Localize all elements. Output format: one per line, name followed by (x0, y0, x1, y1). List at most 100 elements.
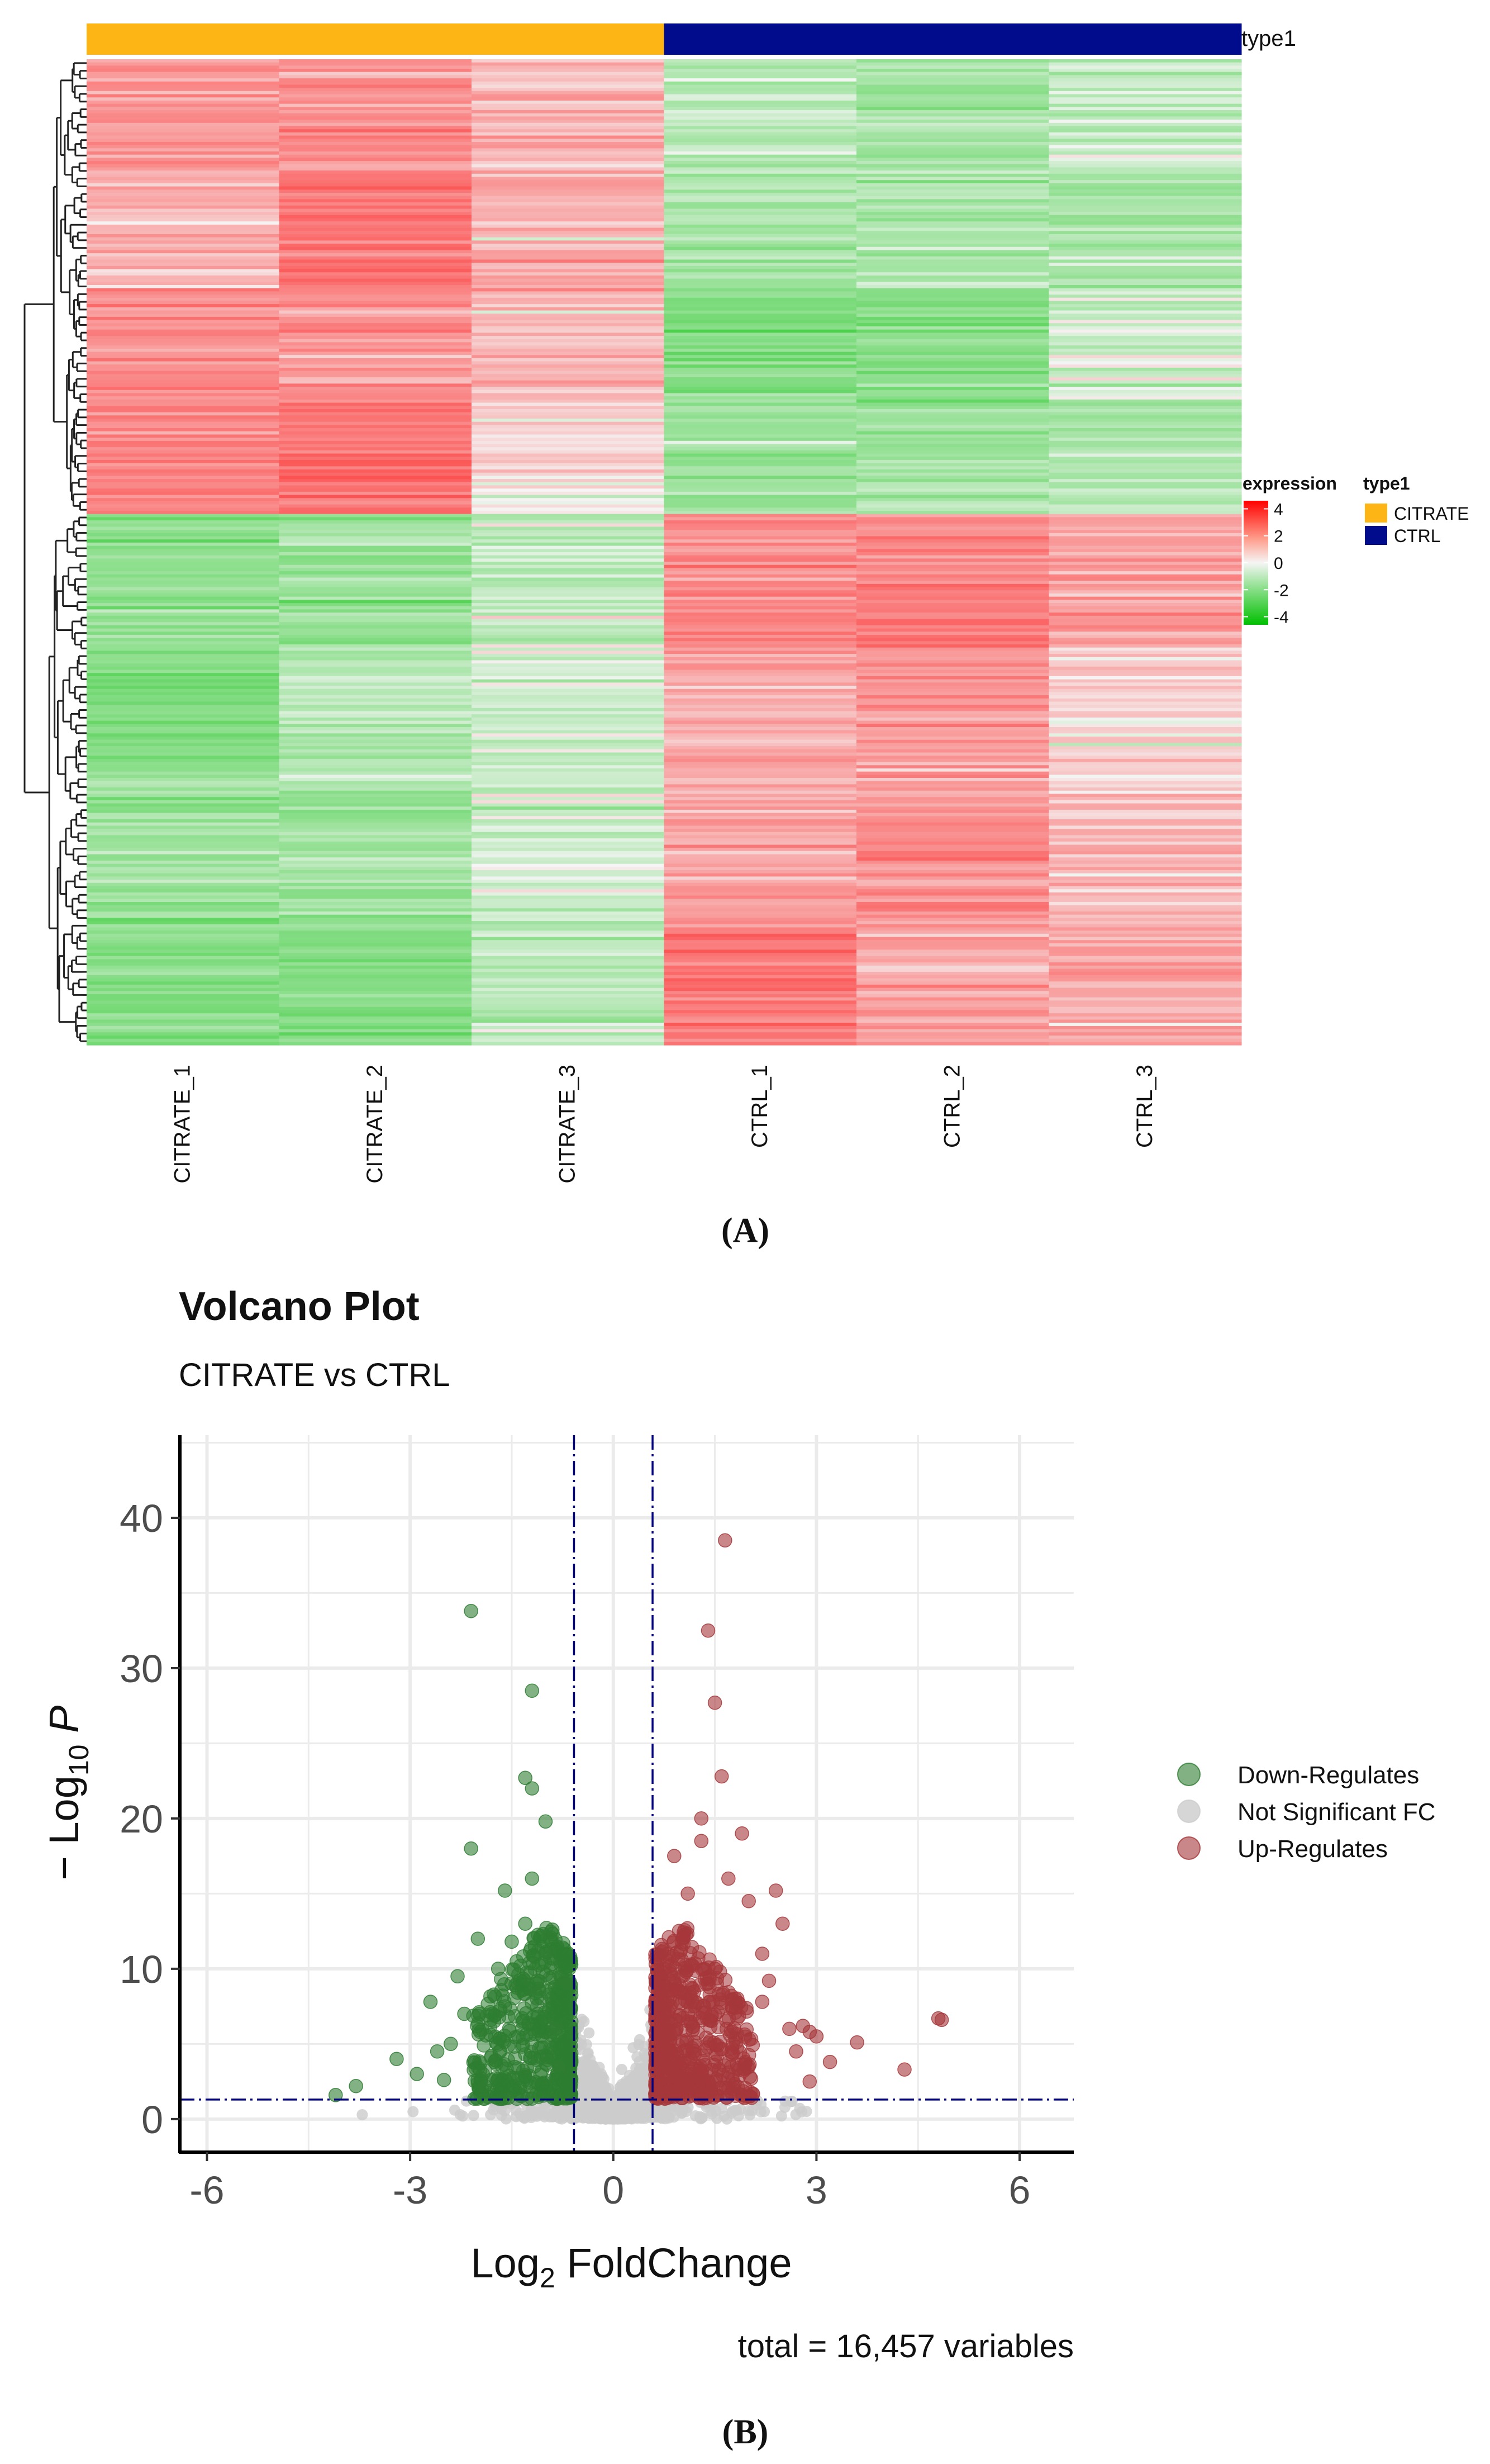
heatmap-cell (1049, 406, 1242, 409)
point-up-regulated (727, 2021, 741, 2035)
heatmap-cell (87, 908, 279, 911)
heatmap-cell (87, 953, 279, 956)
heatmap-cell (664, 813, 857, 816)
heatmap-cell (856, 908, 1049, 911)
heatmap-cell (279, 72, 472, 75)
heatmap-cell (856, 825, 1049, 829)
heatmap-cell (1049, 377, 1242, 381)
heatmap-cell (1049, 507, 1242, 511)
heatmap-cell (87, 609, 279, 613)
heatmap-cell (279, 317, 472, 320)
heatmap-cell (87, 752, 279, 756)
heatmap-cell (472, 450, 664, 454)
heatmap-cell (1049, 848, 1242, 851)
heatmap-cell (1049, 88, 1242, 91)
heatmap-cell (279, 838, 472, 842)
heatmap-cell (856, 1036, 1049, 1039)
heatmap-cell (664, 263, 857, 266)
heatmap-cell (279, 943, 472, 947)
heatmap-cell (856, 196, 1049, 200)
heatmap-cell (279, 476, 472, 479)
heatmap-cell (856, 450, 1049, 454)
heatmap-cell (856, 419, 1049, 422)
heatmap-cell (279, 339, 472, 343)
legend-marker-not-significant-fc (1178, 1800, 1200, 1822)
heatmap-cell (87, 746, 279, 749)
heatmap-cell (664, 648, 857, 651)
heatmap-cell (279, 670, 472, 673)
heatmap-cell (664, 362, 857, 365)
heatmap-cell (664, 276, 857, 279)
heatmap-cell (856, 142, 1049, 145)
heatmap-cell (664, 225, 857, 228)
heatmap-cell (472, 632, 664, 635)
heatmap-cell (664, 266, 857, 269)
heatmap-cell (472, 756, 664, 759)
heatmap-cell (664, 142, 857, 145)
heatmap-cell (1049, 556, 1242, 559)
heatmap-cell (664, 918, 857, 921)
heatmap-cell (472, 880, 664, 883)
heatmap-cell (664, 578, 857, 581)
heatmap-cell (472, 546, 664, 549)
heatmap-cell (664, 298, 857, 301)
heatmap-cell (664, 924, 857, 928)
point-down-regulated (553, 2060, 566, 2073)
heatmap-cell (279, 409, 472, 412)
heatmap-cell (856, 724, 1049, 727)
heatmap-cell (279, 511, 472, 514)
heatmap-cell (664, 339, 857, 343)
heatmap-cell (87, 406, 279, 409)
heatmap-cell (856, 603, 1049, 606)
heatmap-cell (472, 526, 664, 530)
heatmap-cell (87, 937, 279, 941)
heatmap-cell (472, 800, 664, 804)
heatmap-cell (1049, 568, 1242, 571)
heatmap-cell (1049, 641, 1242, 644)
heatmap-cell (1049, 670, 1242, 673)
expression-tick-label: -2 (1274, 581, 1289, 600)
heatmap-cell (1049, 301, 1242, 304)
heatmap-cell (1049, 966, 1242, 969)
heatmap-cell (472, 934, 664, 937)
heatmap-cell (87, 298, 279, 301)
heatmap-cell (87, 699, 279, 702)
heatmap-cell (472, 104, 664, 107)
point-down-regulated (488, 2009, 501, 2022)
heatmap-cell (1049, 330, 1242, 333)
heatmap-cell (87, 495, 279, 499)
heatmap-cell (1049, 701, 1242, 705)
heatmap-cell (664, 765, 857, 768)
heatmap-cell (87, 400, 279, 403)
heatmap-cell (1049, 387, 1242, 390)
heatmap-cell (472, 132, 664, 136)
heatmap-cell (472, 425, 664, 428)
point-down-regulated (431, 2045, 444, 2058)
heatmap-cell (856, 317, 1049, 320)
heatmap-cell (856, 285, 1049, 288)
heatmap-cell (279, 845, 472, 848)
heatmap-cell (1049, 161, 1242, 164)
heatmap-cell (1049, 1029, 1242, 1033)
heatmap-cell (87, 889, 279, 892)
heatmap-cell (664, 206, 857, 209)
heatmap-cell (664, 762, 857, 766)
heatmap-cell (664, 556, 857, 559)
heatmap-cell (87, 425, 279, 428)
heatmap-cell (664, 816, 857, 819)
heatmap-cell (664, 1004, 857, 1007)
heatmap-cell (472, 587, 664, 591)
heatmap-cell (279, 825, 472, 829)
heatmap-cell (87, 358, 279, 362)
heatmap-cell (87, 823, 279, 826)
heatmap-cell (87, 657, 279, 661)
heatmap-cell (664, 680, 857, 683)
heatmap-cell (664, 91, 857, 94)
heatmap-cell (664, 759, 857, 762)
annotation-cell-ctrl-2 (856, 23, 1049, 55)
heatmap-cell (279, 854, 472, 858)
heatmap-cell (1049, 1019, 1242, 1023)
heatmap-cell (1049, 927, 1242, 930)
heatmap-cell (279, 295, 472, 298)
